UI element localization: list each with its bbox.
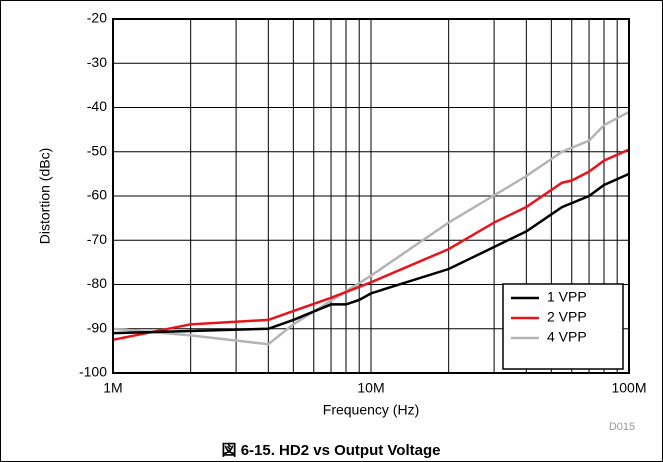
line-series (112, 148, 630, 342)
line-series (112, 172, 630, 335)
y-tick-label: -90 (87, 319, 107, 335)
y-tick-label: -70 (87, 231, 107, 247)
y-axis-label: Distortion (dBc) (37, 148, 53, 244)
x-tick-label: 1M (103, 380, 122, 396)
legend-label: 2 VPP (547, 309, 587, 325)
chart-title: 図 6-15. HD2 vs Output Voltage (222, 442, 441, 459)
y-tick-label: -50 (87, 142, 107, 158)
x-tick-label: 10M (357, 380, 384, 396)
line-series (112, 110, 630, 346)
y-tick-label: -100 (79, 364, 107, 380)
y-tick-label: -60 (87, 187, 107, 203)
x-axis-label: Frequency (Hz) (323, 402, 419, 418)
figure-code: D015 (609, 421, 635, 433)
plot-border (112, 18, 630, 374)
y-tick-label: -30 (87, 54, 107, 70)
y-tick-label: -80 (87, 275, 107, 291)
x-tick-label: 100M (611, 380, 646, 396)
legend-label: 1 VPP (547, 289, 587, 305)
y-tick-label: -40 (87, 98, 107, 114)
legend-label: 4 VPP (547, 329, 587, 345)
y-tick-label: -20 (87, 10, 107, 26)
